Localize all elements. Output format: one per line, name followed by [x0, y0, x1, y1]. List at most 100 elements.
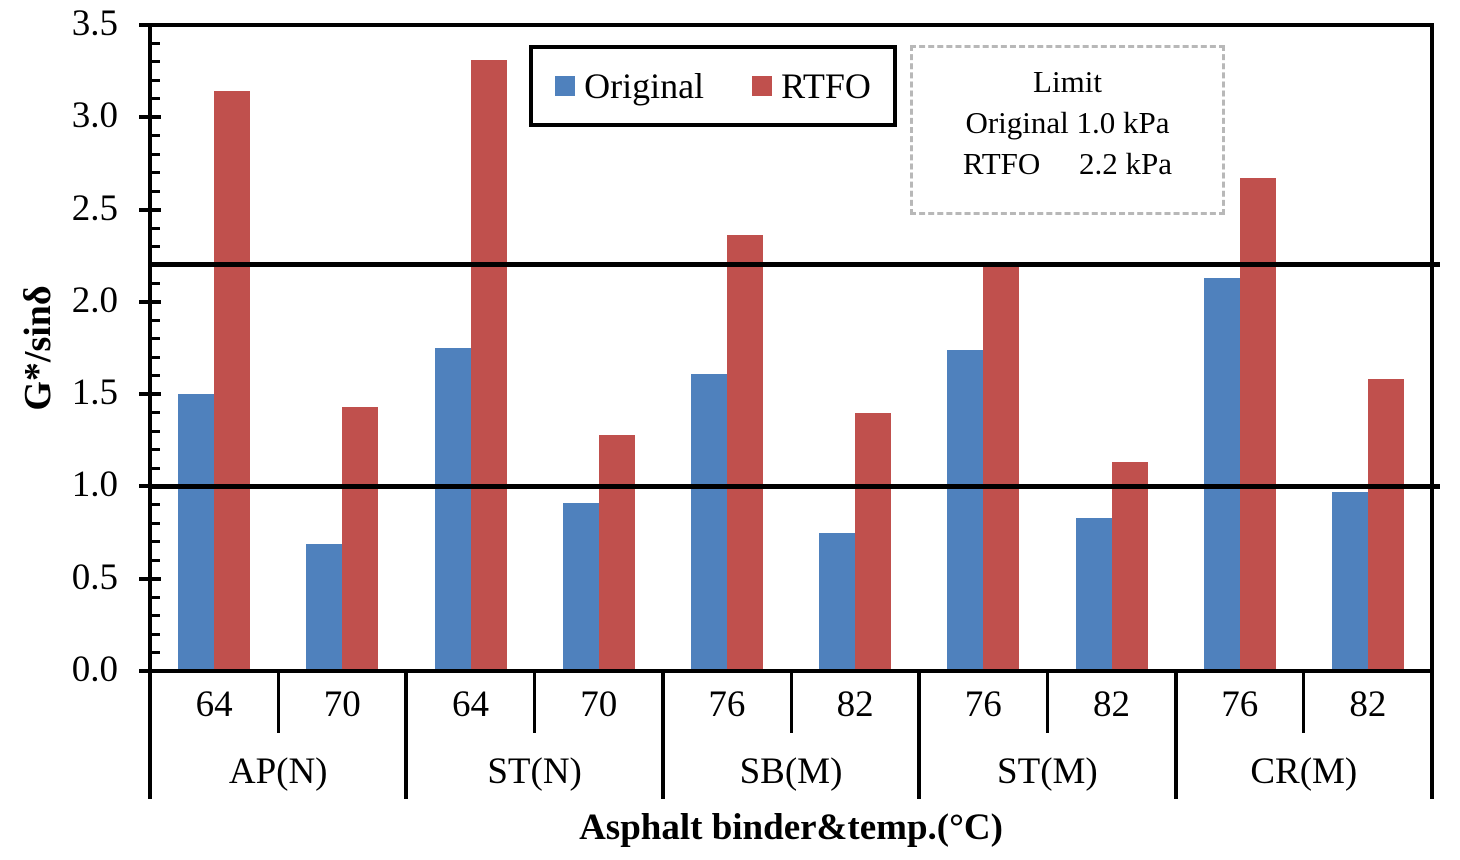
y-major-tick-0.5	[139, 576, 161, 581]
legend-item-original: Original	[555, 68, 704, 104]
temp-label-AP(N)-70: 70	[323, 684, 361, 725]
y-minor-tick	[150, 632, 160, 636]
y-major-tick-2.5	[139, 207, 161, 212]
y-axis-line	[148, 23, 152, 673]
y-minor-tick	[150, 226, 160, 230]
y-minor-tick	[150, 189, 160, 193]
bar-original-AP(N)-70	[306, 543, 343, 671]
temp-label-CR(M)-82: 82	[1349, 684, 1387, 725]
legend-label-rtfo: RTFO	[781, 66, 871, 106]
y-minor-tick	[150, 337, 160, 341]
bar-rtfo-CR(M)-82	[1367, 379, 1404, 671]
y-minor-tick	[150, 78, 160, 82]
y-minor-tick	[150, 171, 160, 175]
y-tick-label-2.5: 2.5	[71, 187, 118, 229]
bar-rtfo-AP(N)-70	[342, 407, 379, 671]
y-tick-label-3.5: 3.5	[71, 3, 118, 45]
limit-box-title: Limit	[1033, 64, 1102, 99]
bar-original-SB(M)-76	[690, 373, 727, 671]
y-minor-tick	[150, 540, 160, 544]
y-major-tick-3.0	[139, 115, 161, 120]
y-major-tick-0.0	[139, 669, 161, 673]
temp-label-ST(M)-76: 76	[964, 684, 1002, 725]
bar-original-AP(N)-64	[178, 394, 215, 671]
binder-label-AP(N): AP(N)	[228, 751, 328, 792]
y-minor-tick	[150, 60, 160, 64]
x-temp-separator	[1302, 671, 1306, 733]
x-group-separator	[404, 671, 409, 799]
x-group-separator	[660, 671, 665, 799]
temp-label-ST(N)-70: 70	[580, 684, 618, 725]
bar-rtfo-SB(M)-82	[855, 412, 892, 671]
y-tick-label-0.5: 0.5	[71, 556, 118, 598]
y-minor-tick	[150, 595, 160, 599]
legend-box: Original RTFO	[529, 45, 897, 127]
y-minor-tick	[150, 152, 160, 156]
y-tick-label-1.5: 1.5	[71, 372, 118, 414]
temp-label-CR(M)-76: 76	[1221, 684, 1259, 725]
y-minor-tick	[150, 521, 160, 525]
temp-label-SB(M)-76: 76	[708, 684, 746, 725]
y-minor-tick	[150, 134, 160, 138]
y-minor-tick	[150, 651, 160, 654]
legend-swatch-rtfo-icon	[752, 76, 773, 96]
y-minor-tick	[150, 503, 160, 507]
x-temp-separator	[533, 671, 537, 733]
legend-item-rtfo: RTFO	[752, 68, 871, 104]
bar-rtfo-ST(M)-82	[1111, 462, 1148, 671]
plot-border-top	[148, 23, 1434, 27]
bar-rtfo-CR(M)-76	[1239, 178, 1276, 671]
y-major-tick-2.0	[139, 299, 161, 304]
y-minor-tick	[150, 374, 160, 378]
bar-rtfo-ST(M)-76	[983, 263, 1020, 671]
bar-original-CR(M)-76	[1203, 277, 1240, 671]
y-minor-tick	[150, 411, 160, 415]
x-axis-title: Asphalt binder&temp.(°C)	[579, 807, 1003, 848]
y-minor-tick	[150, 97, 160, 101]
y-major-tick-3.5	[139, 23, 161, 27]
y-minor-tick	[150, 263, 160, 267]
temp-label-AP(N)-64: 64	[195, 684, 233, 725]
binder-label-CR(M): CR(M)	[1250, 751, 1358, 792]
x-temp-separator	[276, 671, 280, 733]
x-group-separator	[917, 671, 922, 799]
bar-original-ST(N)-64	[434, 348, 471, 671]
x-table-edge-right	[1430, 671, 1434, 799]
y-major-tick-1.5	[139, 392, 161, 397]
bar-original-ST(M)-82	[1075, 517, 1112, 671]
limit-box-original-line: Original 1.0 kPa	[965, 105, 1170, 140]
binder-label-SB(M): SB(M)	[739, 751, 843, 792]
bar-original-CR(M)-82	[1331, 492, 1368, 671]
bar-rtfo-ST(N)-64	[470, 60, 507, 671]
y-tick-label-0.0: 0.0	[71, 649, 118, 691]
bar-rtfo-ST(N)-70	[598, 434, 635, 671]
limit-line-2.2	[148, 262, 1440, 268]
y-minor-tick	[150, 318, 160, 322]
binder-label-ST(M): ST(M)	[997, 751, 1098, 792]
legend-swatch-original-icon	[555, 76, 576, 96]
temp-label-ST(N)-64: 64	[452, 684, 489, 725]
y-minor-tick	[150, 558, 160, 562]
temp-label-SB(M)-82: 82	[836, 684, 874, 725]
y-tick-label-3.0: 3.0	[71, 95, 118, 137]
limit-line-1	[148, 483, 1440, 489]
x-axis-line	[148, 669, 1434, 673]
x-temp-separator	[1045, 671, 1049, 733]
y-minor-tick	[150, 614, 160, 618]
x-group-separator	[1173, 671, 1178, 799]
y-minor-tick	[150, 281, 160, 285]
limit-box-rtfo-line: RTFO 2.2 kPa	[962, 146, 1173, 181]
bar-original-ST(M)-76	[947, 349, 984, 671]
legend-label-original: Original	[584, 66, 705, 106]
y-tick-label-2.0: 2.0	[71, 279, 118, 321]
plot-border-right	[1430, 23, 1434, 673]
binder-label-ST(N): ST(N)	[487, 751, 582, 792]
bar-rtfo-AP(N)-64	[214, 91, 251, 671]
x-table-edge-left	[148, 671, 152, 799]
y-minor-tick	[150, 355, 160, 359]
bar-rtfo-SB(M)-76	[726, 235, 763, 671]
y-tick-label-1.0: 1.0	[71, 464, 118, 506]
y-minor-tick	[150, 448, 160, 451]
temp-label-ST(M)-82: 82	[1093, 684, 1130, 725]
